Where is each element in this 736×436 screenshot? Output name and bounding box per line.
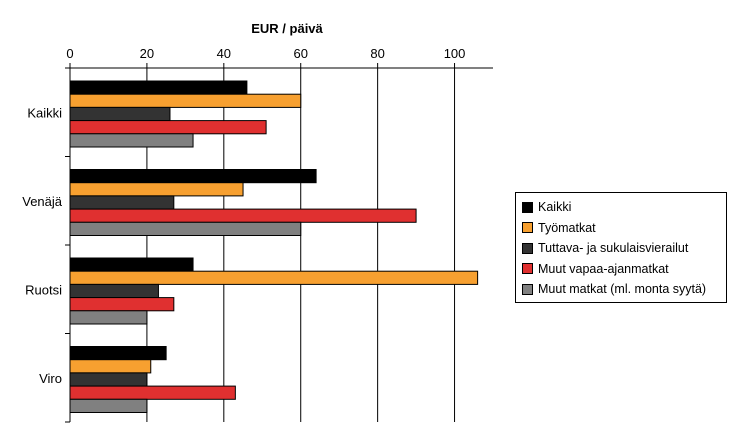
legend-label: Työmatkat (538, 220, 596, 235)
bar-viro-tyomatkat (69, 359, 152, 374)
legend-item-muut-matkat-ml-monta-syyta: Muut matkat (ml. monta syytä) (522, 279, 720, 300)
legend-label: Kaikki (538, 200, 572, 215)
bar-ruotsi-muut-vapaa-ajanmatkat (69, 297, 175, 312)
bar-ruotsi-tyomatkat (69, 270, 479, 285)
bar-venaja-muut-vapaa-ajanmatkat (69, 208, 417, 223)
y-category-label-ruotsi: Ruotsi (25, 282, 62, 297)
bar-venaja-tyomatkat (69, 182, 244, 197)
y-category-label-venaja: Venäjä (22, 194, 63, 209)
legend-label: Tuttava- ja sukulaisvierailut (538, 241, 689, 256)
x-tick-label-100: 100 (444, 46, 466, 61)
legend: Kaikki Työmatkat Tuttava- ja sukulaisviera… (515, 192, 727, 303)
x-tick-label-20: 20 (140, 46, 154, 61)
x-tick-label-80: 80 (370, 46, 384, 61)
bar-kaikki-muut-vapaa-ajanmatkat (69, 120, 267, 135)
legend-label: Muut matkat (ml. monta syytä) (538, 282, 707, 297)
bar-viro-tuttava-ja-sukulaisvierailut (69, 372, 148, 387)
legend-item-kaikki: Kaikki (522, 197, 720, 218)
x-tick-label-40: 40 (217, 46, 231, 61)
bar-viro-muut-vapaa-ajanmatkat (69, 385, 236, 400)
legend-item-tuttava-ja-sukulaisvierailut: Tuttava- ja sukulaisvierailut (522, 238, 720, 259)
legend-swatch (522, 222, 533, 234)
bar-kaikki-tyomatkat (69, 93, 302, 108)
bar-kaikki-tuttava-ja-sukulaisvierailut (69, 106, 171, 122)
y-axis-categories: Kaikki Venäjä Ruotsi Viro (22, 67, 70, 423)
bar-viro-muut-matkat-ml-monta-syyta (69, 398, 148, 413)
x-tick-label-60: 60 (293, 46, 307, 61)
x-axis-ticks: 0 20 40 60 80 100 (66, 46, 465, 68)
bar-ruotsi-kaikki (69, 257, 194, 272)
x-tick-label-0: 0 (66, 46, 73, 61)
legend-item-muut-vapaa-ajanmatkat: Muut vapaa-ajanmatkat (522, 259, 720, 280)
bar-kaikki-muut-matkat-ml-monta-syyta (69, 133, 194, 148)
bar-venaja-kaikki (69, 169, 317, 184)
legend-item-tyomatkat: Työmatkat (522, 218, 720, 239)
bar-ruotsi-tuttava-ja-sukulaisvierailut (69, 283, 159, 299)
legend-swatch (522, 263, 533, 275)
bar-kaikki-kaikki (69, 80, 248, 95)
bar-ruotsi-muut-matkat-ml-monta-syyta (69, 310, 148, 325)
legend-swatch (522, 201, 533, 213)
chart-title: EUR / päivä (251, 21, 323, 36)
bars (69, 80, 479, 413)
legend-swatch (522, 242, 533, 254)
bar-viro-kaikki (69, 346, 167, 361)
legend-label: Muut vapaa-ajanmatkat (538, 261, 669, 276)
bar-venaja-tuttava-ja-sukulaisvierailut (69, 195, 175, 210)
bar-venaja-muut-matkat-ml-monta-syyta (69, 221, 302, 237)
y-category-label-viro: Viro (39, 371, 62, 386)
y-category-label-kaikki: Kaikki (27, 105, 62, 120)
legend-swatch (522, 283, 533, 295)
